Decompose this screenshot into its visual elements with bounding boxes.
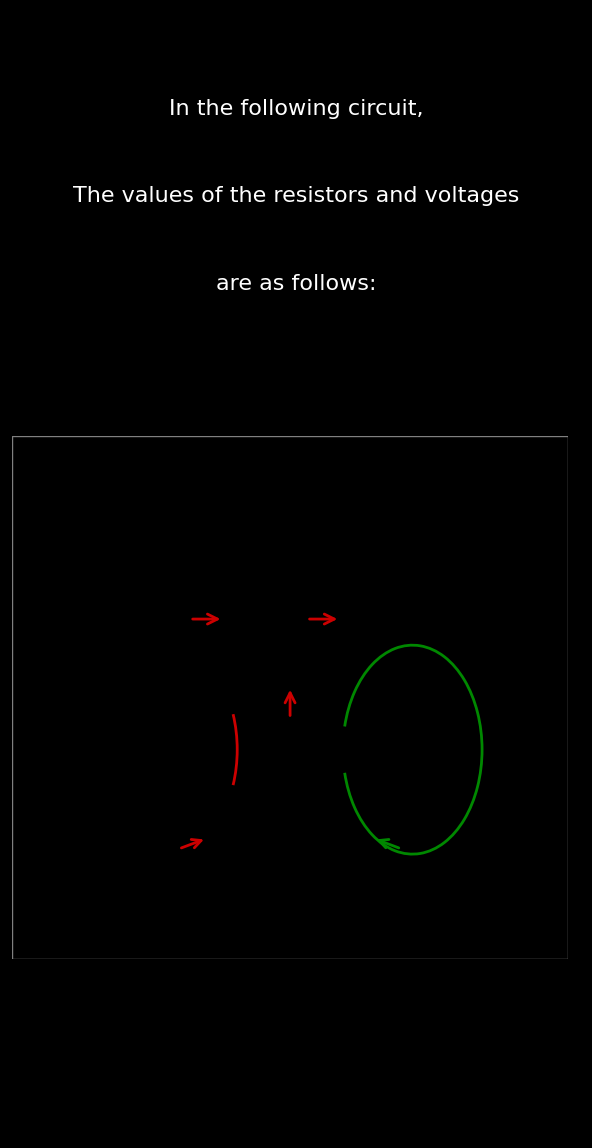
Text: In the following circuit,: In the following circuit, bbox=[169, 99, 423, 119]
Text: The values of the resistors and voltages: The values of the resistors and voltages bbox=[73, 186, 519, 207]
Text: E2: E2 bbox=[310, 841, 329, 856]
Text: ÷voltage law to find: ÷voltage law to find bbox=[28, 546, 181, 559]
Text: E3=14v ٬ E2=18v ٬ E1=15v ٬   R3=15Ω ٬ R2=5Ω: E3=14v ٬ E2=18v ٬ E1=15v ٬ R3=15Ω ٬ R2=5… bbox=[17, 478, 346, 491]
Text: E1: E1 bbox=[521, 897, 540, 910]
Text: R1: R1 bbox=[419, 587, 439, 600]
Text: R3: R3 bbox=[107, 587, 128, 600]
Text: the following: the following bbox=[40, 577, 139, 590]
Text: R2: R2 bbox=[247, 761, 268, 775]
Text: ‬R1=6Ω: ‬R1=6Ω bbox=[67, 455, 116, 467]
Text: I₁: I₁ bbox=[15, 529, 25, 542]
Text: Use kirchhoff's: Use kirchhoff's bbox=[17, 514, 129, 528]
Text: I₃: I₃ bbox=[192, 587, 204, 600]
Text: I₂: I₂ bbox=[304, 690, 316, 705]
Text: are as follows:: are as follows: bbox=[215, 273, 377, 294]
Text: E3: E3 bbox=[76, 897, 95, 910]
Text: I₁: I₁ bbox=[315, 587, 326, 600]
